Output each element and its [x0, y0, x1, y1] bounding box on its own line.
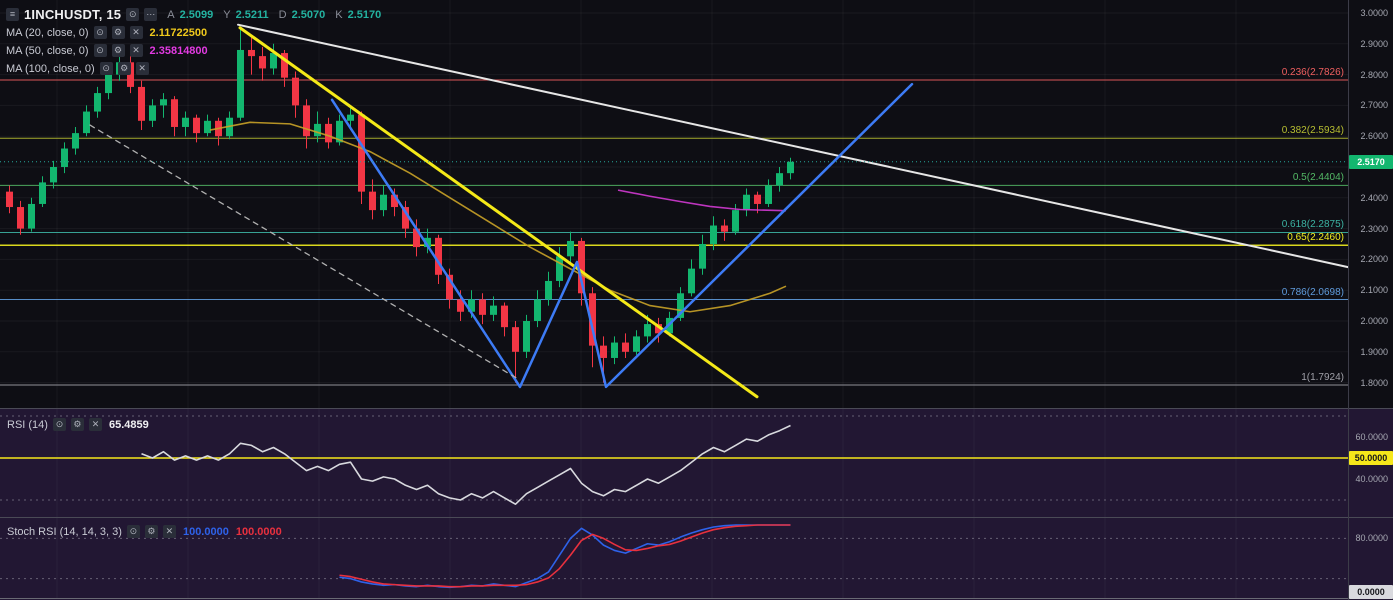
indicator-label: MA (100, close, 0)	[6, 62, 95, 75]
axis-label: 80.0000	[1355, 533, 1388, 544]
fib-level-label: 0.786(2.0698)	[1281, 286, 1344, 298]
stoch-d-value: 100.0000	[235, 525, 282, 538]
eye-icon[interactable]: ⊙	[93, 44, 107, 57]
close-value: 2.5170	[347, 8, 382, 21]
close-label: K	[335, 8, 343, 21]
low-value: 2.5070	[291, 8, 326, 21]
stoch-rsi-legend: Stoch RSI (14, 14, 3, 3) ⊙ ⚙ ✕ 100.0000 …	[7, 524, 282, 542]
gear-icon[interactable]: ⚙	[70, 418, 84, 431]
gear-icon[interactable]: ⚙	[117, 62, 131, 75]
more-icon[interactable]: ⋯	[144, 8, 158, 21]
close-icon[interactable]: ✕	[88, 418, 102, 431]
close-icon[interactable]: ✕	[129, 26, 143, 39]
high-value: 2.5211	[235, 8, 269, 21]
axis-label: 2.2000	[1360, 254, 1388, 265]
gear-icon[interactable]: ⚙	[144, 525, 158, 538]
eye-icon[interactable]: ⊙	[52, 418, 66, 431]
stoch-rsi-title: Stoch RSI (14, 14, 3, 3)	[7, 525, 122, 538]
fib-level-label: 0.618(2.2875)	[1281, 219, 1344, 231]
axis-label: 2.4000	[1360, 192, 1388, 203]
axis-label: 60.0000	[1355, 432, 1388, 442]
open-value: 2.5099	[179, 8, 214, 21]
axis-label: 2.0000	[1360, 316, 1388, 326]
axis-label: 3.0000	[1360, 8, 1388, 18]
indicator-value: 2.11722500	[149, 26, 208, 39]
fib-level-label: 0.65(2.2460)	[1287, 232, 1344, 244]
close-icon[interactable]: ✕	[135, 62, 149, 75]
rsi-value: 65.4859	[108, 418, 149, 431]
rsi-level-badge: 50.0000	[1349, 451, 1393, 465]
fib-level-label: 0.382(2.5934)	[1281, 125, 1344, 137]
close-icon[interactable]: ✕	[162, 525, 176, 538]
indicator-value: 2.35814800	[149, 44, 208, 57]
indicator-legend-row: MA (20, close, 0) ⊙ ⚙ ✕ 2.11722500	[6, 25, 381, 40]
fib-level-label: 0.5(2.4404)	[1292, 172, 1344, 184]
last-price-badge: 2.5170	[1349, 155, 1393, 169]
fib-level-label: 1(1.7924)	[1301, 371, 1344, 383]
axis-label: 1.9000	[1360, 346, 1388, 357]
low-label: D	[278, 8, 287, 21]
open-label: A	[167, 8, 175, 21]
indicator-legend-row: MA (100, close, 0) ⊙ ⚙ ✕	[6, 61, 381, 76]
fib-level-label: 0.236(2.7826)	[1281, 66, 1344, 78]
gear-icon[interactable]: ⚙	[111, 44, 125, 57]
axis-label: 2.1000	[1360, 285, 1388, 296]
rsi-panel	[0, 408, 1393, 517]
indicator-legend-row: MA (50, close, 0) ⊙ ⚙ ✕ 2.35814800	[6, 43, 381, 58]
main-chart-legend: ≡ 1INCHUSDT, 15 ⊙ ⋯ A 2.5099 Y 2.5211 D …	[6, 7, 381, 79]
axis-label: 2.9000	[1360, 38, 1388, 49]
symbol-title[interactable]: 1INCHUSDT, 15	[24, 7, 122, 22]
eye-icon[interactable]: ⊙	[93, 26, 107, 39]
rsi-title: RSI (14)	[7, 418, 48, 431]
chart-menu-icon[interactable]: ≡	[6, 8, 19, 21]
axis-label: 40.0000	[1355, 474, 1388, 484]
eye-icon[interactable]: ⊙	[126, 525, 140, 538]
axis-label: 2.7000	[1360, 100, 1388, 111]
gear-icon[interactable]: ⚙	[111, 26, 125, 39]
axis-label: 2.3000	[1360, 223, 1388, 234]
stoch-level-badge: 0.0000	[1349, 585, 1393, 599]
rsi-legend: RSI (14) ⊙ ⚙ ✕ 65.4859	[7, 417, 149, 435]
eye-icon[interactable]: ⊙	[126, 8, 140, 21]
axis-label: 2.6000	[1360, 131, 1388, 142]
stoch-k-value: 100.0000	[182, 525, 229, 538]
eye-icon[interactable]: ⊙	[99, 62, 113, 75]
axis-label: 1.8000	[1360, 377, 1388, 388]
high-label: Y	[223, 8, 231, 21]
symbol-row: ≡ 1INCHUSDT, 15 ⊙ ⋯ A 2.5099 Y 2.5211 D …	[6, 7, 381, 22]
indicator-label: MA (20, close, 0)	[6, 26, 89, 39]
close-icon[interactable]: ✕	[129, 44, 143, 57]
indicator-label: MA (50, close, 0)	[6, 44, 89, 57]
axis-label: 2.8000	[1360, 69, 1388, 80]
